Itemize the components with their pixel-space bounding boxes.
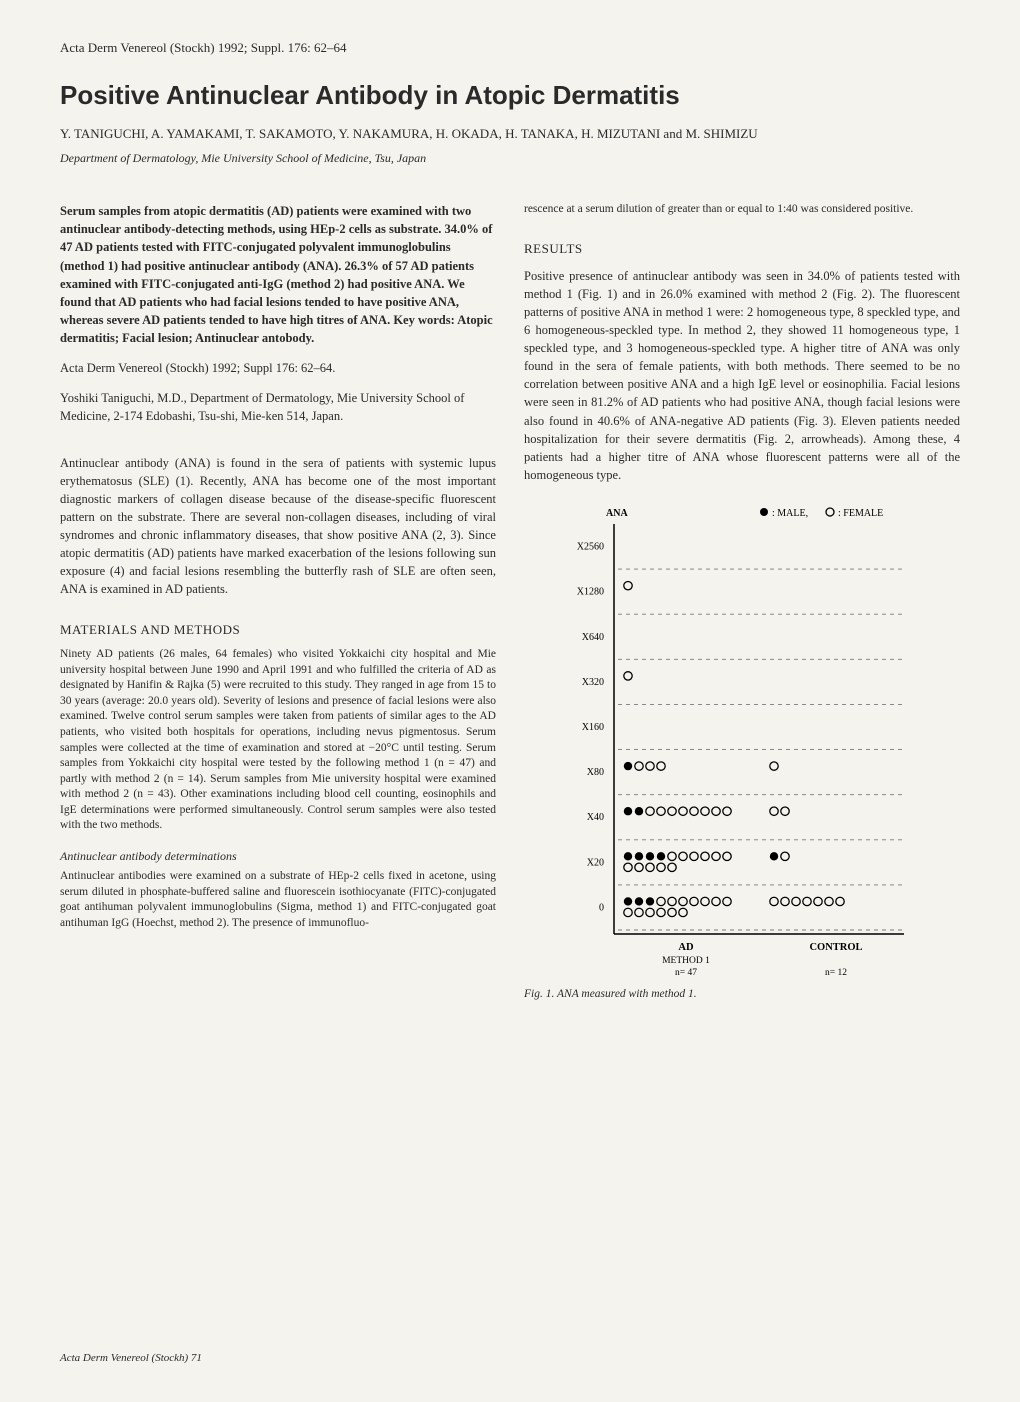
svg-text:n= 12: n= 12 bbox=[825, 968, 847, 978]
svg-text:X20: X20 bbox=[587, 857, 604, 868]
svg-text:: MALE,: : MALE, bbox=[772, 508, 808, 519]
affiliation: Department of Dermatology, Mie Universit… bbox=[60, 151, 960, 166]
correspondence: Yoshiki Taniguchi, M.D., Department of D… bbox=[60, 389, 496, 425]
svg-text:X160: X160 bbox=[582, 722, 604, 733]
svg-text:0: 0 bbox=[599, 902, 604, 913]
two-column-layout: Serum samples from atopic dermatitis (AD… bbox=[60, 202, 960, 1003]
paper-title: Positive Antinuclear Antibody in Atopic … bbox=[60, 80, 960, 111]
citation-line: Acta Derm Venereol (Stockh) 1992; Suppl … bbox=[60, 359, 496, 377]
introduction-text: Antinuclear antibody (ANA) is found in t… bbox=[60, 454, 496, 599]
determinations-subheading: Antinuclear antibody determinations bbox=[60, 848, 496, 865]
results-text: Positive presence of antinuclear antibod… bbox=[524, 267, 960, 485]
page-footer: Acta Derm Venereol (Stockh) 71 bbox=[60, 1352, 202, 1364]
svg-text:X2560: X2560 bbox=[577, 542, 604, 553]
author-list: Y. TANIGUCHI, A. YAMAKAMI, T. SAKAMOTO, … bbox=[60, 125, 960, 143]
methods-heading: MATERIALS AND METHODS bbox=[60, 621, 496, 640]
svg-text:n= 47: n= 47 bbox=[675, 968, 697, 978]
svg-text:X640: X640 bbox=[582, 632, 604, 643]
figure-1: ANA : MALE, : FEMALE X2560 X1280 X640 X320 X160… bbox=[524, 500, 960, 1003]
right-top-continuation: rescence at a serum dilution of greater … bbox=[524, 202, 960, 218]
left-column: Serum samples from atopic dermatitis (AD… bbox=[60, 202, 496, 1003]
abstract-text: Serum samples from atopic dermatitis (AD… bbox=[60, 202, 496, 347]
svg-text:X80: X80 bbox=[587, 767, 604, 778]
methods-text: Ninety AD patients (26 males, 64 females… bbox=[60, 647, 496, 833]
journal-reference: Acta Derm Venereol (Stockh) 1992; Suppl.… bbox=[60, 40, 960, 56]
svg-text:X40: X40 bbox=[587, 812, 604, 823]
results-heading: RESULTS bbox=[524, 240, 960, 259]
svg-text:ANA: ANA bbox=[606, 508, 628, 519]
svg-text:METHOD 1: METHOD 1 bbox=[662, 956, 710, 966]
right-column: rescence at a serum dilution of greater … bbox=[524, 202, 960, 1003]
svg-text:AD: AD bbox=[678, 942, 694, 953]
svg-text:X1280: X1280 bbox=[577, 587, 604, 598]
determinations-text: Antinuclear antibodies were examined on … bbox=[60, 869, 496, 931]
figure-1-chart: ANA : MALE, : FEMALE X2560 X1280 X640 X320 X160… bbox=[524, 500, 924, 980]
figure-1-caption: Fig. 1. ANA measured with method 1. bbox=[524, 986, 960, 1003]
svg-text:X320: X320 bbox=[582, 677, 604, 688]
svg-text:: FEMALE: : FEMALE bbox=[838, 508, 883, 519]
svg-text:CONTROL: CONTROL bbox=[809, 942, 862, 953]
